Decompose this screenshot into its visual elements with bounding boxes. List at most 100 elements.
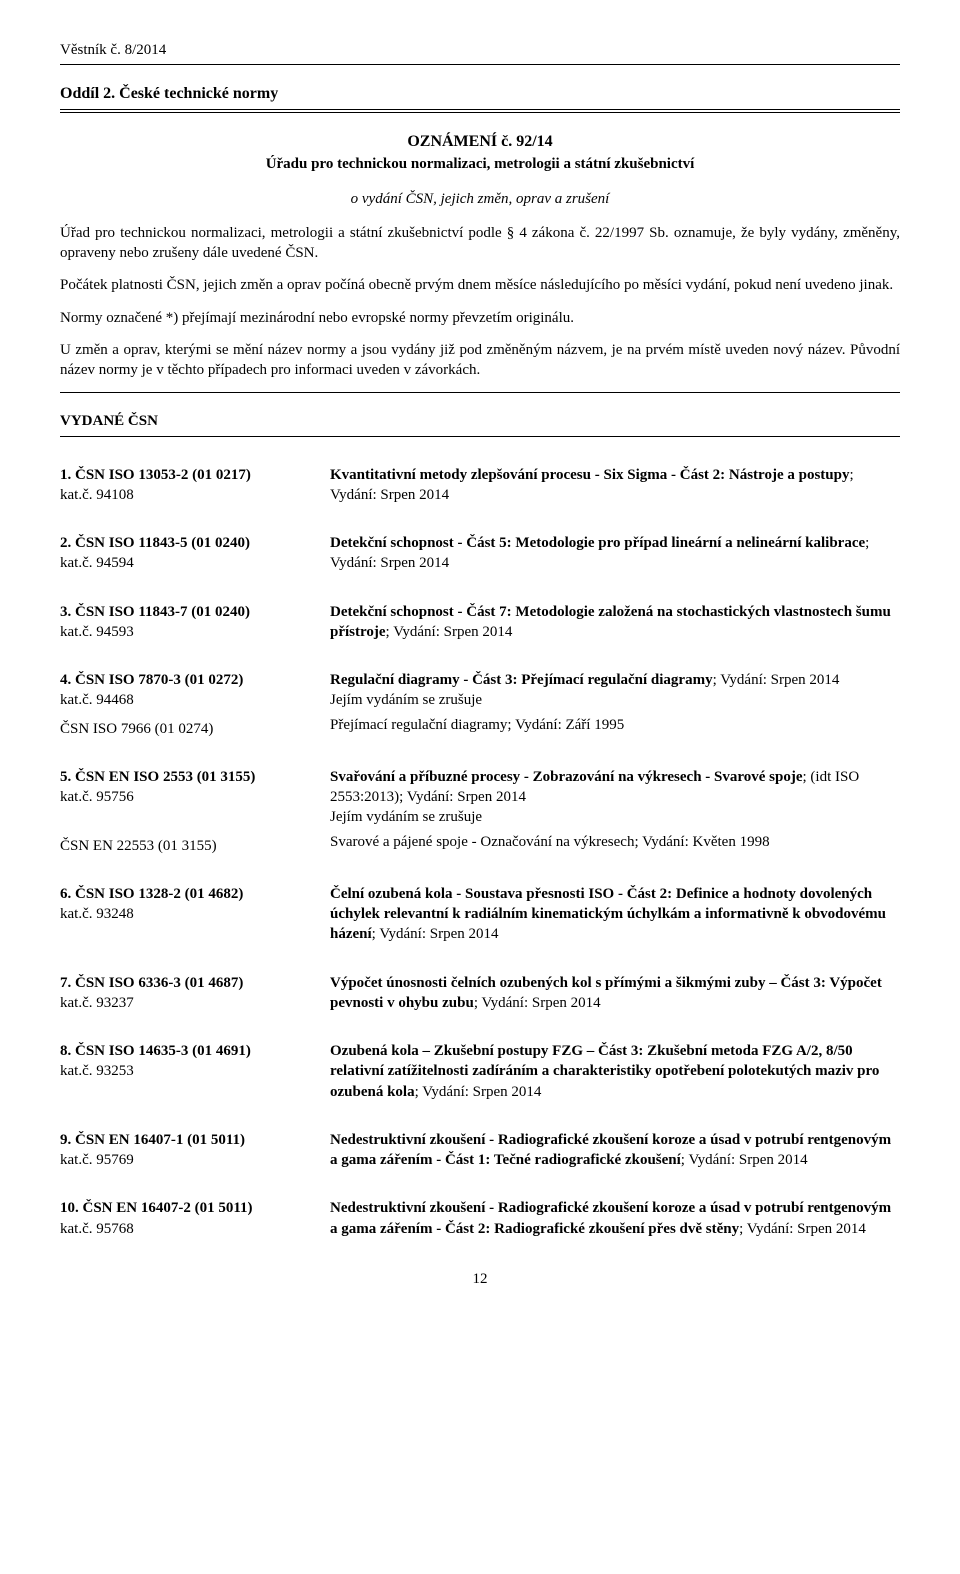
entry-title: Výpočet únosnosti čelních ozubených kol … — [330, 975, 882, 1011]
entry-right: Svařování a příbuzné procesy - Zobrazová… — [330, 767, 900, 828]
entry-code: ČSN ISO 11843-7 (01 0240) — [75, 604, 250, 620]
entry-kat: kat.č. 95756 — [60, 787, 310, 807]
vydane-heading: VYDANÉ ČSN — [60, 411, 900, 431]
divider — [60, 64, 900, 65]
entry-kat: kat.č. 95768 — [60, 1219, 310, 1239]
entry-cancel-text: Svarové a pájené spoje - Označování na v… — [330, 832, 900, 852]
entry-number: 2. — [60, 535, 75, 551]
entry-code: ČSN EN ISO 2553 (01 3155) — [75, 769, 255, 785]
entry-number: 1. — [60, 467, 75, 483]
entry-edition: ; Vydání: Srpen 2014 — [474, 995, 601, 1011]
entry-left: 3. ČSN ISO 11843-7 (01 0240) kat.č. 94593 — [60, 602, 330, 643]
entry-left: 6. ČSN ISO 1328-2 (01 4682) kat.č. 93248 — [60, 884, 330, 945]
entry-right: Detekční schopnost - Část 7: Metodologie… — [330, 602, 900, 643]
entry-kat: kat.č. 93253 — [60, 1061, 310, 1081]
entry-left: 9. ČSN EN 16407-1 (01 5011) kat.č. 95769 — [60, 1130, 330, 1171]
entry-code: ČSN EN 16407-2 (01 5011) — [83, 1200, 253, 1216]
entry-row: 4. ČSN ISO 7870-3 (01 0272) kat.č. 94468 R… — [60, 670, 900, 711]
entry-cancel-row: ČSN ISO 7966 (01 0274) Přejímací regulačn… — [60, 715, 900, 739]
entry-note: Jejím vydáním se zrušuje — [330, 807, 900, 827]
section-title: Oddíl 2. České technické normy — [60, 83, 900, 105]
entry-right: Nedestruktivní zkoušení - Radiografické … — [330, 1198, 900, 1239]
intro-paragraphs: Úřad pro technickou normalizaci, metrolo… — [60, 223, 900, 381]
entry-edition: ; Vydání: Srpen 2014 — [713, 672, 840, 688]
entry-edition: ; Vydání: Srpen 2014 — [681, 1152, 808, 1168]
entry-right: Výpočet únosnosti čelních ozubených kol … — [330, 973, 900, 1014]
entry-edition: ; Vydání: Srpen 2014 — [739, 1221, 866, 1237]
entries-list: 1. ČSN ISO 13053-2 (01 0217) kat.č. 94108… — [60, 465, 900, 1239]
entry-row: 1. ČSN ISO 13053-2 (01 0217) kat.č. 94108… — [60, 465, 900, 506]
entry-code: ČSN ISO 7870-3 (01 0272) — [75, 672, 243, 688]
entry-code: ČSN ISO 14635-3 (01 4691) — [75, 1043, 251, 1059]
entry-cancel-right: Svarové a pájené spoje - Označování na v… — [330, 832, 900, 856]
entry-cancel-row: ČSN EN 22553 (01 3155) Svarové a pájené s… — [60, 832, 900, 856]
announce-em: o vydání ČSN, jejich změn, oprav a zruše… — [60, 189, 900, 209]
entry-note: Jejím vydáním se zrušuje — [330, 690, 900, 710]
entry-right: Detekční schopnost - Část 5: Metodologie… — [330, 533, 900, 574]
entry-right: Nedestruktivní zkoušení - Radiografické … — [330, 1130, 900, 1171]
entry-right: Ozubená kola – Zkušební postupy FZG – Čá… — [330, 1041, 900, 1102]
intro-paragraph: Počátek platnosti ČSN, jejich změn a opr… — [60, 275, 900, 295]
entry-cancel-code: ČSN ISO 7966 (01 0274) — [60, 719, 310, 739]
entry-kat: kat.č. 93237 — [60, 993, 310, 1013]
divider — [60, 112, 900, 113]
entry-number: 8. — [60, 1043, 75, 1059]
entry-code: ČSN ISO 1328-2 (01 4682) — [75, 886, 243, 902]
divider — [60, 436, 900, 437]
divider — [60, 109, 900, 110]
entry-title: Ozubená kola – Zkušební postupy FZG – Čá… — [330, 1043, 879, 1100]
intro-paragraph: Úřad pro technickou normalizaci, metrolo… — [60, 223, 900, 264]
entry-edition: ; Vydání: Srpen 2014 — [415, 1084, 542, 1100]
entry-cancel-left: ČSN ISO 7966 (01 0274) — [60, 715, 330, 739]
entry-code: ČSN ISO 13053-2 (01 0217) — [75, 467, 251, 483]
entry-cancel-left: ČSN EN 22553 (01 3155) — [60, 832, 330, 856]
entry-kat: kat.č. 94108 — [60, 485, 310, 505]
entry-edition: ; Vydání: Srpen 2014 — [386, 624, 513, 640]
entry-number: 9. — [60, 1132, 75, 1148]
entry-left: 4. ČSN ISO 7870-3 (01 0272) kat.č. 94468 — [60, 670, 330, 711]
announce-sub: Úřadu pro technickou normalizaci, metrol… — [60, 154, 900, 174]
intro-paragraph: U změn a oprav, kterými se mění název no… — [60, 340, 900, 381]
entry-number: 6. — [60, 886, 75, 902]
entry-kat: kat.č. 94593 — [60, 622, 310, 642]
intro-paragraph: Normy označené *) přejímají mezinárodní … — [60, 308, 900, 328]
entry-kat: kat.č. 94594 — [60, 553, 310, 573]
entry-number: 7. — [60, 975, 75, 991]
entry-row: 2. ČSN ISO 11843-5 (01 0240) kat.č. 94594… — [60, 533, 900, 574]
header-id: Věstník č. 8/2014 — [60, 40, 900, 60]
entry-row: 6. ČSN ISO 1328-2 (01 4682) kat.č. 93248 Č… — [60, 884, 900, 945]
entry-row: 10. ČSN EN 16407-2 (01 5011) kat.č. 95768… — [60, 1198, 900, 1239]
entry-code: ČSN ISO 11843-5 (01 0240) — [75, 535, 250, 551]
entry-kat: kat.č. 93248 — [60, 904, 310, 924]
entry-title: Svařování a příbuzné procesy - Zobrazová… — [330, 769, 803, 785]
entry-row: 8. ČSN ISO 14635-3 (01 4691) kat.č. 93253… — [60, 1041, 900, 1102]
announce-heading: OZNÁMENÍ č. 92/14 — [60, 131, 900, 153]
entry-code: ČSN EN 16407-1 (01 5011) — [75, 1132, 245, 1148]
entry-kat: kat.č. 94468 — [60, 690, 310, 710]
entry-left: 7. ČSN ISO 6336-3 (01 4687) kat.č. 93237 — [60, 973, 330, 1014]
entry-right: Regulační diagramy - Část 3: Přejímací r… — [330, 670, 900, 711]
entry-row: 9. ČSN EN 16407-1 (01 5011) kat.č. 95769 N… — [60, 1130, 900, 1171]
entry-kat: kat.č. 95769 — [60, 1150, 310, 1170]
entry-right: Kvantitativní metody zlepšování procesu … — [330, 465, 900, 506]
entry-cancel-right: Přejímací regulační diagramy; Vydání: Zá… — [330, 715, 900, 739]
entry-left: 10. ČSN EN 16407-2 (01 5011) kat.č. 95768 — [60, 1198, 330, 1239]
entry-right: Čelní ozubená kola - Soustava přesnosti … — [330, 884, 900, 945]
entry-left: 1. ČSN ISO 13053-2 (01 0217) kat.č. 94108 — [60, 465, 330, 506]
entry-title: Kvantitativní metody zlepšování procesu … — [330, 467, 849, 483]
entry-code: ČSN ISO 6336-3 (01 4687) — [75, 975, 243, 991]
entry-left: 8. ČSN ISO 14635-3 (01 4691) kat.č. 93253 — [60, 1041, 330, 1102]
entry-number: 3. — [60, 604, 75, 620]
entry-cancel-text: Přejímací regulační diagramy; Vydání: Zá… — [330, 715, 900, 735]
entry-left: 5. ČSN EN ISO 2553 (01 3155)kat.č. 95756 — [60, 767, 330, 828]
entry-row: 3. ČSN ISO 11843-7 (01 0240) kat.č. 94593… — [60, 602, 900, 643]
page-number: 12 — [60, 1269, 900, 1289]
entry-row: 7. ČSN ISO 6336-3 (01 4687) kat.č. 93237 V… — [60, 973, 900, 1014]
entry-number: 10. — [60, 1200, 83, 1216]
entry-cancel-code: ČSN EN 22553 (01 3155) — [60, 836, 310, 856]
entry-row: 5. ČSN EN ISO 2553 (01 3155)kat.č. 95756… — [60, 767, 900, 828]
entry-edition: ; Vydání: Srpen 2014 — [372, 926, 499, 942]
entry-number: 4. — [60, 672, 75, 688]
divider — [60, 392, 900, 393]
entry-left: 2. ČSN ISO 11843-5 (01 0240) kat.č. 94594 — [60, 533, 330, 574]
